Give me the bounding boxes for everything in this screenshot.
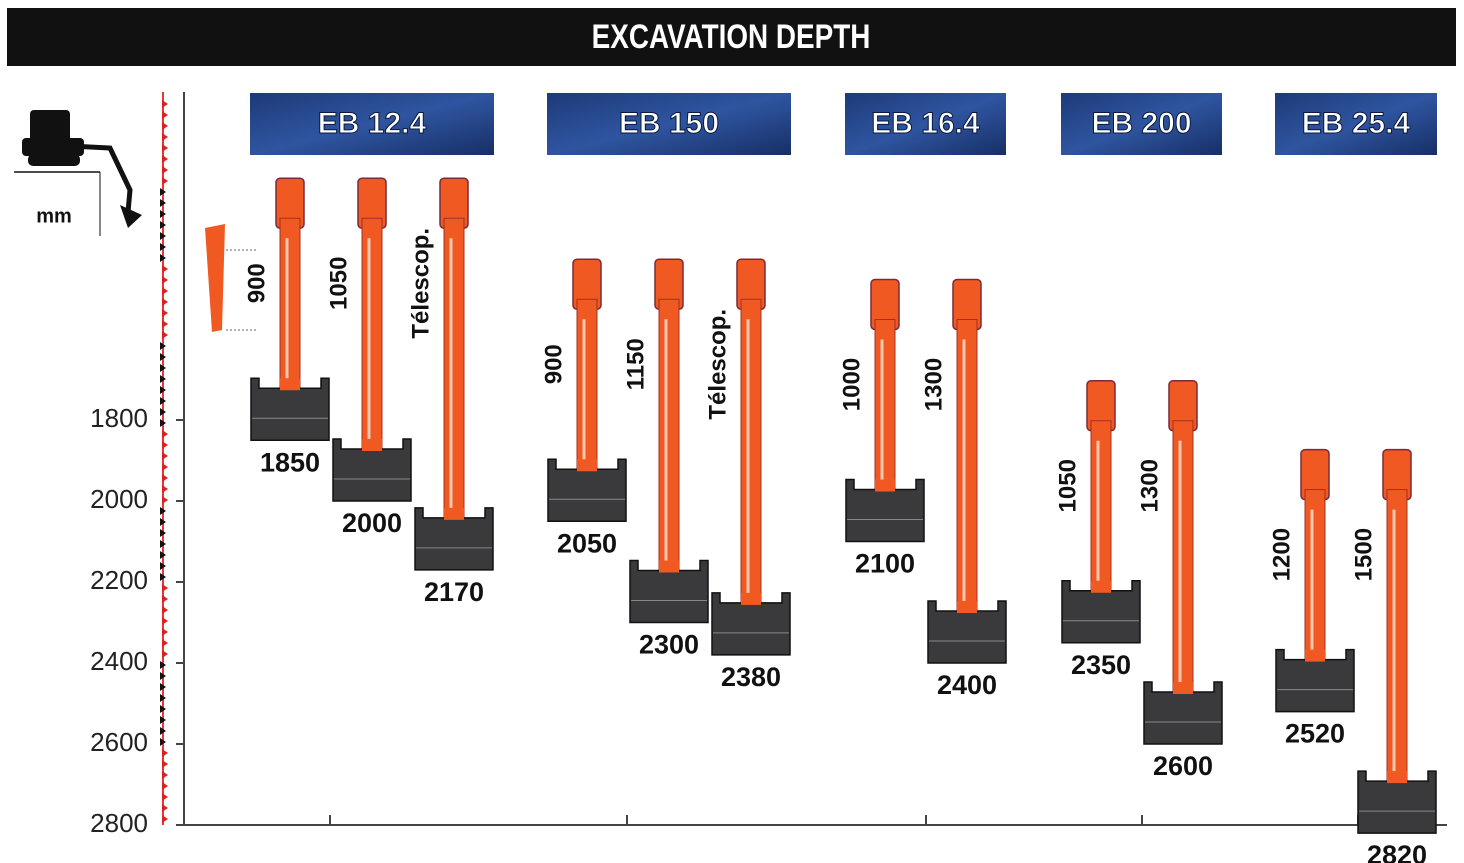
y-tick-label: 2000: [90, 484, 148, 514]
axis-marker: [162, 166, 168, 174]
axis-marker: [162, 122, 168, 130]
axis-marker: [162, 804, 168, 812]
model-name: EB 150: [619, 107, 719, 140]
axis-marker: [162, 276, 168, 284]
model-name: EB 200: [1091, 107, 1191, 140]
axis-marker: [162, 749, 168, 757]
bucket-joint: [1305, 650, 1325, 662]
axis-marker: [162, 782, 168, 790]
arm-label: 1300: [1136, 459, 1163, 512]
arm: [957, 320, 977, 622]
axis-marker: [162, 452, 168, 460]
bucket-joint: [875, 480, 895, 492]
axis-marker: [162, 298, 168, 306]
arm: [1305, 490, 1325, 670]
arm: [659, 299, 679, 580]
depth-label: 2050: [557, 528, 617, 558]
arm-label: 900: [243, 263, 270, 303]
bucket-joint: [1091, 581, 1111, 593]
arm-label: 900: [540, 344, 567, 384]
axis-marker: [162, 584, 168, 592]
axis-marker: [162, 331, 168, 339]
axis-marker: [162, 320, 168, 328]
axis-marker: [162, 485, 168, 493]
arm-label: 1300: [920, 358, 947, 411]
bucket-joint: [741, 593, 761, 605]
model-name: EB 12.4: [318, 107, 427, 140]
arm-label: 1150: [622, 338, 649, 390]
axis-marker: [162, 133, 168, 141]
depth-label: 2600: [1153, 751, 1213, 781]
axis-marker: [162, 639, 168, 647]
depth-label: 2400: [937, 670, 997, 700]
depth-label: 2170: [424, 577, 484, 607]
y-tick-label: 2200: [90, 565, 148, 595]
axis-marker: [162, 430, 168, 438]
depth-label: 2300: [639, 630, 699, 660]
excavator-icon: [14, 110, 142, 236]
axis-marker: [162, 287, 168, 295]
axis-marker: [162, 628, 168, 636]
axis-marker: [162, 155, 168, 163]
arm-label: 1050: [1054, 459, 1081, 512]
arm-label: 1000: [838, 358, 865, 411]
axis-marker: [162, 595, 168, 603]
arm: [741, 299, 761, 613]
depth-label: 2520: [1285, 719, 1345, 749]
axis-marker: [162, 606, 168, 614]
chart: EXCAVATION DEPTH mm 1800 2000 2200 2400 2600…: [0, 0, 1464, 863]
depth-label: 1850: [260, 447, 320, 477]
axis-marker: [162, 815, 168, 823]
arm: [875, 320, 895, 500]
arm: [362, 218, 382, 459]
arm-label: Télescop.: [704, 309, 731, 420]
y-tick-label: 2600: [90, 727, 148, 757]
y-tick-label: 2400: [90, 646, 148, 676]
axis-marker: [162, 496, 168, 504]
bucket-joint: [362, 439, 382, 451]
axis-marker: [162, 111, 168, 119]
depth-label: 2350: [1071, 650, 1131, 680]
axis-marker: [162, 463, 168, 471]
axis-marker: [162, 441, 168, 449]
arm: [577, 299, 597, 479]
y-tick-label: 2800: [90, 808, 148, 838]
bucket-joint: [280, 378, 300, 390]
bucket-joint: [659, 561, 679, 573]
axis-marker: [162, 617, 168, 625]
arm-label: 1050: [325, 257, 352, 310]
bucket-joint: [1387, 771, 1407, 783]
arm: [1387, 490, 1407, 791]
bucket-joint: [957, 601, 977, 613]
axis-marker: [162, 760, 168, 768]
axis-marker: [162, 144, 168, 152]
arm: [1173, 421, 1193, 702]
depth-label: 2380: [721, 662, 781, 692]
axis-marker: [162, 771, 168, 779]
bucket-joint: [1173, 682, 1193, 694]
arm: [280, 218, 300, 398]
arm: [1091, 421, 1111, 601]
depth-label: 2000: [342, 508, 402, 538]
chart-title: EXCAVATION DEPTH: [592, 17, 871, 55]
model-name: EB 16.4: [871, 107, 980, 140]
bucket-joint: [444, 508, 464, 520]
arm: [444, 218, 464, 528]
model-name: EB 25.4: [1302, 107, 1411, 140]
unit-label: mm: [36, 205, 72, 227]
axis-marker: [162, 265, 168, 273]
axis-marker: [162, 309, 168, 317]
bucket-joint: [577, 459, 597, 471]
depth-label: 2820: [1367, 840, 1427, 863]
axis-marker: [162, 793, 168, 801]
axis-marker: [162, 650, 168, 658]
axis-marker: [162, 474, 168, 482]
axis-marker: [162, 177, 168, 185]
arm-label: 1500: [1350, 528, 1377, 581]
y-tick-label: 1800: [90, 403, 148, 433]
arm-label: Télescop.: [407, 228, 434, 339]
arm-label: 1200: [1268, 528, 1295, 581]
axis-marker: [162, 100, 168, 108]
depth-label: 2100: [855, 549, 915, 579]
